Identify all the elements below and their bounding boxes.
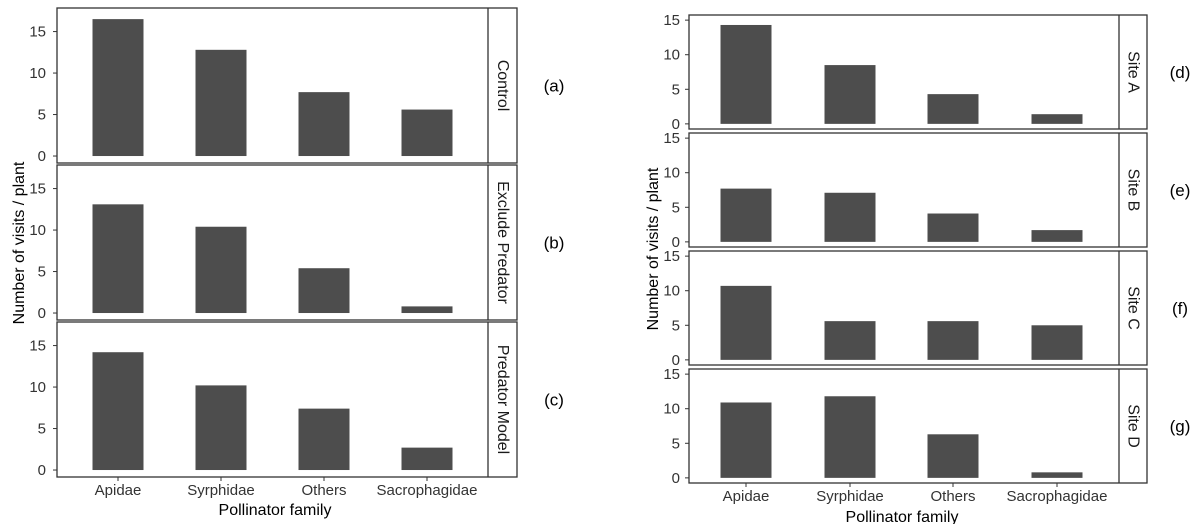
y-tick-label: 10 bbox=[29, 379, 46, 396]
panel: 0 5 10 15 Site D (g) bbox=[663, 366, 1190, 487]
bar bbox=[720, 402, 772, 478]
panel: 0 5 10 15 Site B (e) bbox=[663, 130, 1190, 251]
y-tick-label: 10 bbox=[663, 165, 680, 182]
panel-tag: (f) bbox=[1172, 299, 1188, 318]
y-tick-label: 5 bbox=[38, 107, 46, 124]
y-axis-title: Number of visits / plant bbox=[645, 167, 662, 330]
y-tick-label: 15 bbox=[29, 24, 46, 41]
y-tick-label: 0 bbox=[38, 462, 46, 479]
strip-label: Site B bbox=[1125, 169, 1142, 212]
y-tick-label: 5 bbox=[38, 421, 46, 438]
x-tick-label: Apidae bbox=[723, 488, 770, 505]
bar bbox=[1031, 230, 1083, 242]
panel-tag: (d) bbox=[1170, 63, 1191, 82]
bar bbox=[92, 19, 144, 157]
y-tick-label: 0 bbox=[672, 234, 680, 251]
bar bbox=[1031, 114, 1083, 124]
panel: 0 5 10 15 Predator Model (c) bbox=[29, 321, 564, 479]
panel-tag: (b) bbox=[544, 234, 565, 253]
right-figure: 0 5 10 15 Site A (d) 0 5 10 15 Site B (e) 0 5 10 15 Site… bbox=[645, 12, 1190, 524]
y-tick-label: 15 bbox=[663, 248, 680, 265]
bar bbox=[927, 434, 979, 478]
y-tick-label: 0 bbox=[672, 352, 680, 369]
x-tick-label: Others bbox=[301, 482, 346, 499]
panel: 0 5 10 15 Site C (f) bbox=[663, 248, 1188, 369]
panel-tag: (c) bbox=[544, 391, 564, 410]
y-tick-label: 0 bbox=[38, 148, 46, 165]
y-tick-label: 10 bbox=[663, 47, 680, 64]
x-axis-title: Pollinator family bbox=[219, 502, 332, 519]
bar bbox=[824, 192, 876, 242]
bar bbox=[92, 352, 144, 471]
bar bbox=[927, 94, 979, 124]
y-tick-label: 10 bbox=[663, 283, 680, 300]
x-tick-label: Sacrophagidae bbox=[1007, 488, 1108, 505]
x-tick-label: Sacrophagidae bbox=[377, 482, 478, 499]
strip-label: Site A bbox=[1125, 51, 1142, 93]
strip-label: Exclude Predator bbox=[494, 181, 511, 304]
bar bbox=[401, 306, 453, 314]
y-axis-title: Number of visits / plant bbox=[11, 161, 28, 324]
y-tick-label: 0 bbox=[672, 116, 680, 133]
y-tick-label: 15 bbox=[663, 130, 680, 147]
bar bbox=[195, 226, 247, 314]
bar bbox=[824, 396, 876, 478]
y-tick-label: 15 bbox=[29, 338, 46, 355]
bar bbox=[401, 109, 453, 157]
bar bbox=[927, 321, 979, 360]
bar bbox=[720, 24, 772, 124]
bar bbox=[720, 285, 772, 360]
y-tick-label: 15 bbox=[29, 181, 46, 198]
panel-tag: (a) bbox=[544, 77, 565, 96]
x-tick-label: Others bbox=[930, 488, 975, 505]
bar bbox=[92, 204, 144, 314]
bar bbox=[195, 385, 247, 471]
y-tick-label: 5 bbox=[672, 435, 680, 452]
bar bbox=[927, 213, 979, 242]
y-tick-label: 0 bbox=[38, 305, 46, 322]
strip-label: Site C bbox=[1125, 286, 1142, 330]
y-tick-label: 5 bbox=[672, 81, 680, 98]
bar bbox=[401, 447, 453, 471]
x-tick-label: Syrphidae bbox=[816, 488, 884, 505]
panel-tag: (e) bbox=[1170, 181, 1191, 200]
bar bbox=[1031, 472, 1083, 478]
y-tick-label: 15 bbox=[663, 12, 680, 29]
bar bbox=[298, 408, 350, 471]
panel-tag: (g) bbox=[1170, 417, 1191, 436]
y-tick-label: 5 bbox=[672, 317, 680, 334]
x-axis-title: Pollinator family bbox=[846, 509, 959, 524]
panel: 0 5 10 15 Control (a) bbox=[29, 7, 565, 165]
x-tick-label: Apidae bbox=[95, 482, 142, 499]
strip-label: Site D bbox=[1125, 404, 1142, 448]
x-tick-label: Syrphidae bbox=[187, 482, 255, 499]
bar bbox=[298, 268, 350, 314]
bar bbox=[720, 188, 772, 242]
panel: 0 5 10 15 Site A (d) bbox=[663, 12, 1190, 133]
strip-label: Predator Model bbox=[494, 345, 511, 454]
y-tick-label: 10 bbox=[29, 222, 46, 239]
bar bbox=[195, 49, 247, 157]
y-tick-label: 5 bbox=[38, 264, 46, 281]
panel: 0 5 10 15 Exclude Predator (b) bbox=[29, 164, 565, 322]
bar bbox=[298, 92, 350, 157]
strip-label: Control bbox=[494, 60, 511, 112]
y-tick-label: 15 bbox=[663, 366, 680, 383]
left-figure: 0 5 10 15 Control (a) 0 5 10 15 Exclude Predator (b… bbox=[11, 7, 565, 519]
bar bbox=[824, 65, 876, 124]
y-tick-label: 10 bbox=[29, 65, 46, 82]
bar bbox=[1031, 325, 1083, 360]
y-tick-label: 0 bbox=[672, 470, 680, 487]
bar bbox=[824, 321, 876, 360]
y-tick-label: 5 bbox=[672, 199, 680, 216]
y-tick-label: 10 bbox=[663, 401, 680, 418]
